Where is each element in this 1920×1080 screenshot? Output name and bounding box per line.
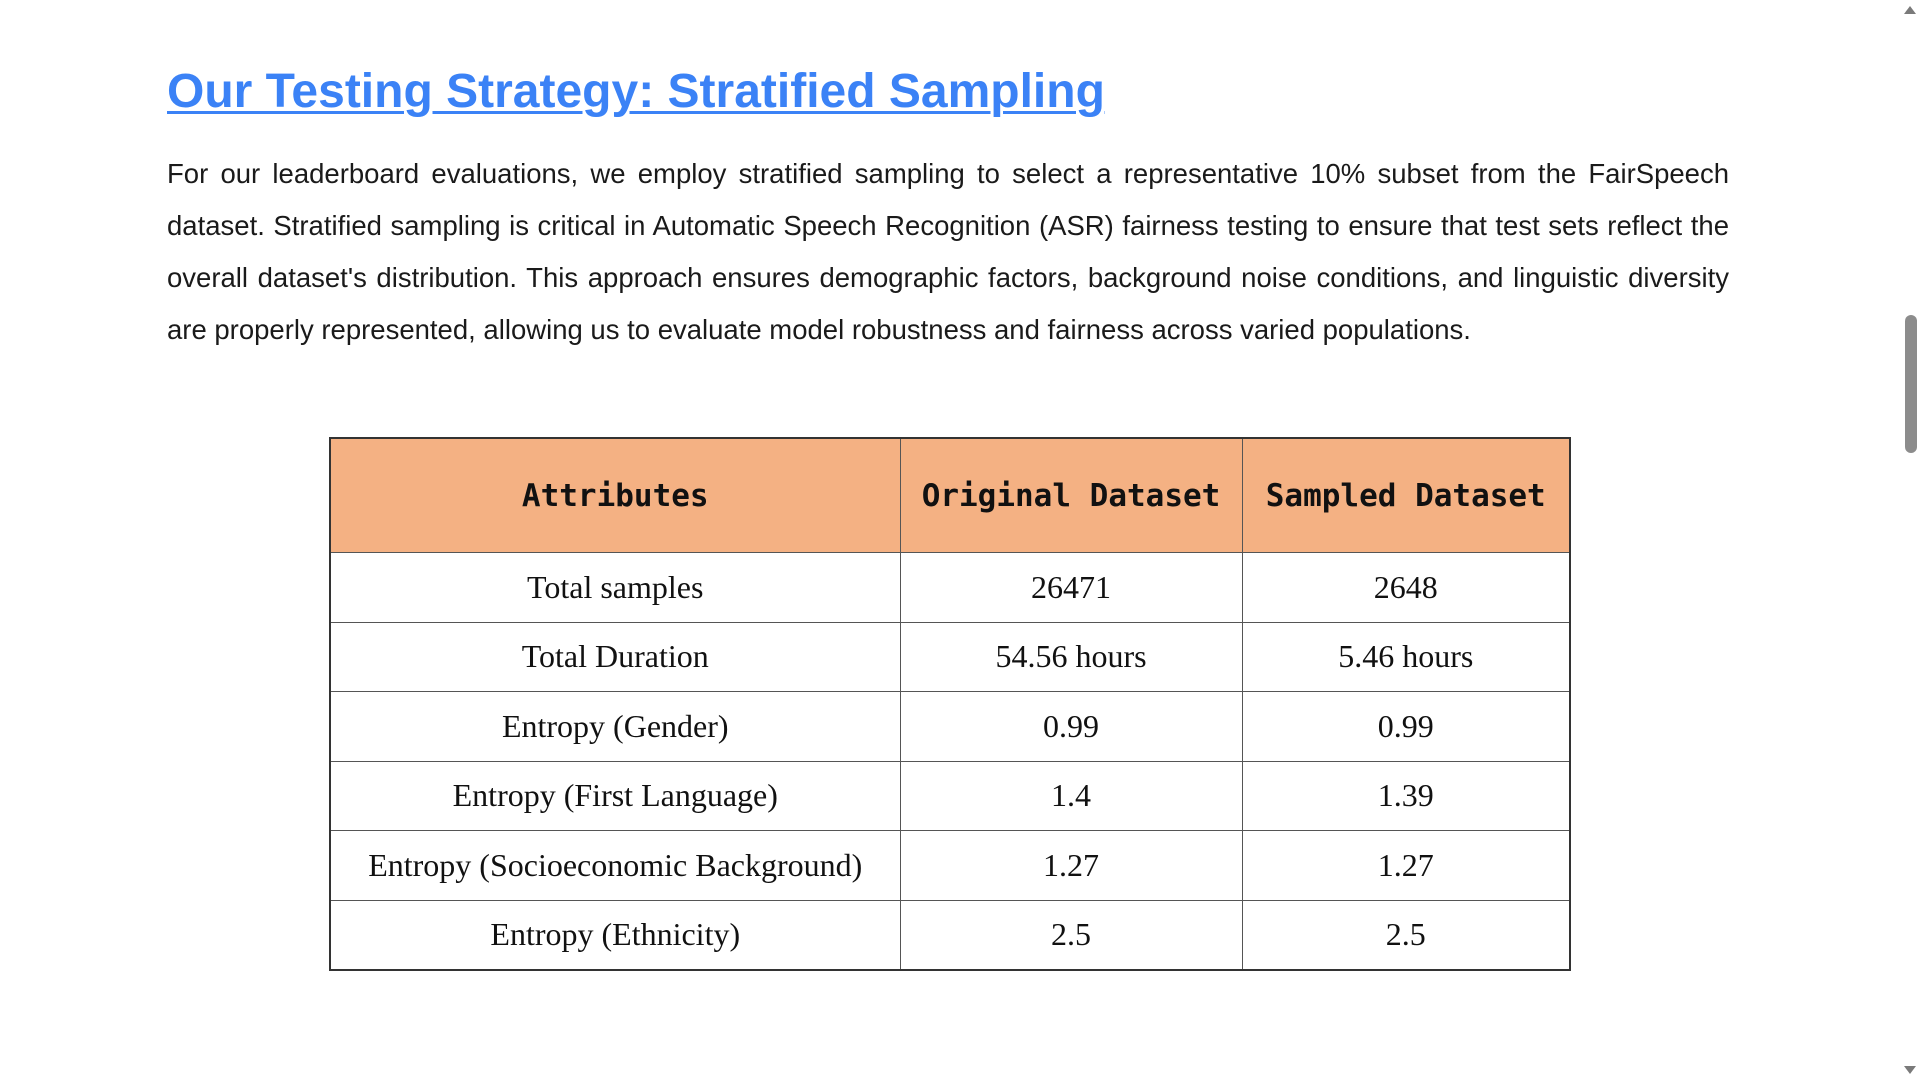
- attribute-cell: Entropy (Ethnicity): [329, 899, 901, 971]
- header-original-dataset: Original Dataset: [899, 437, 1243, 553]
- scrollbar-thumb[interactable]: [1905, 315, 1917, 453]
- attribute-cell: Entropy (Gender): [329, 691, 901, 762]
- sampled-value-cell: 0.99: [1241, 691, 1571, 762]
- intro-paragraph: For our leaderboard evaluations, we empl…: [167, 158, 1729, 345]
- sampled-value-cell: 1.27: [1241, 830, 1571, 901]
- original-value-cell: 0.99: [899, 691, 1243, 762]
- original-value-cell: 26471: [899, 552, 1243, 623]
- table-row: Entropy (Ethnicity) 2.5 2.5: [329, 899, 1571, 971]
- table-row: Entropy (First Language) 1.4 1.39: [329, 760, 1571, 831]
- table-row: Total Duration 54.56 hours 5.46 hours: [329, 621, 1571, 692]
- header-attributes: Attributes: [329, 437, 901, 553]
- sampled-value-cell: 5.46 hours: [1241, 621, 1571, 692]
- attribute-cell: Entropy (First Language): [329, 760, 901, 831]
- attributes-table: Attributes Original Dataset Sampled Data…: [329, 437, 1571, 971]
- vertical-scrollbar[interactable]: [1900, 0, 1920, 1080]
- sampling-table-figure: Attributes Original Dataset Sampled Data…: [329, 437, 1571, 971]
- table-row: Entropy (Socioeconomic Background) 1.27 …: [329, 830, 1571, 901]
- chevron-up-icon[interactable]: [1904, 6, 1916, 14]
- original-value-cell: 1.4: [899, 760, 1243, 831]
- original-value-cell: 54.56 hours: [899, 621, 1243, 692]
- table-header-row: Attributes Original Dataset Sampled Data…: [329, 437, 1571, 553]
- original-value-cell: 2.5: [899, 899, 1243, 971]
- sampled-value-cell: 2648: [1241, 552, 1571, 623]
- table-row: Entropy (Gender) 0.99 0.99: [329, 691, 1571, 762]
- attribute-cell: Total samples: [329, 552, 901, 623]
- header-sampled-dataset: Sampled Dataset: [1241, 437, 1571, 553]
- sampled-value-cell: 1.39: [1241, 760, 1571, 831]
- original-value-cell: 1.27: [899, 830, 1243, 901]
- attribute-cell: Total Duration: [329, 621, 901, 692]
- sampled-value-cell: 2.5: [1241, 899, 1571, 971]
- section-title-link[interactable]: Our Testing Strategy: Stratified Samplin…: [167, 65, 1105, 118]
- chevron-down-icon[interactable]: [1904, 1066, 1916, 1074]
- attribute-cell: Entropy (Socioeconomic Background): [329, 830, 901, 901]
- table-row: Total samples 26471 2648: [329, 552, 1571, 623]
